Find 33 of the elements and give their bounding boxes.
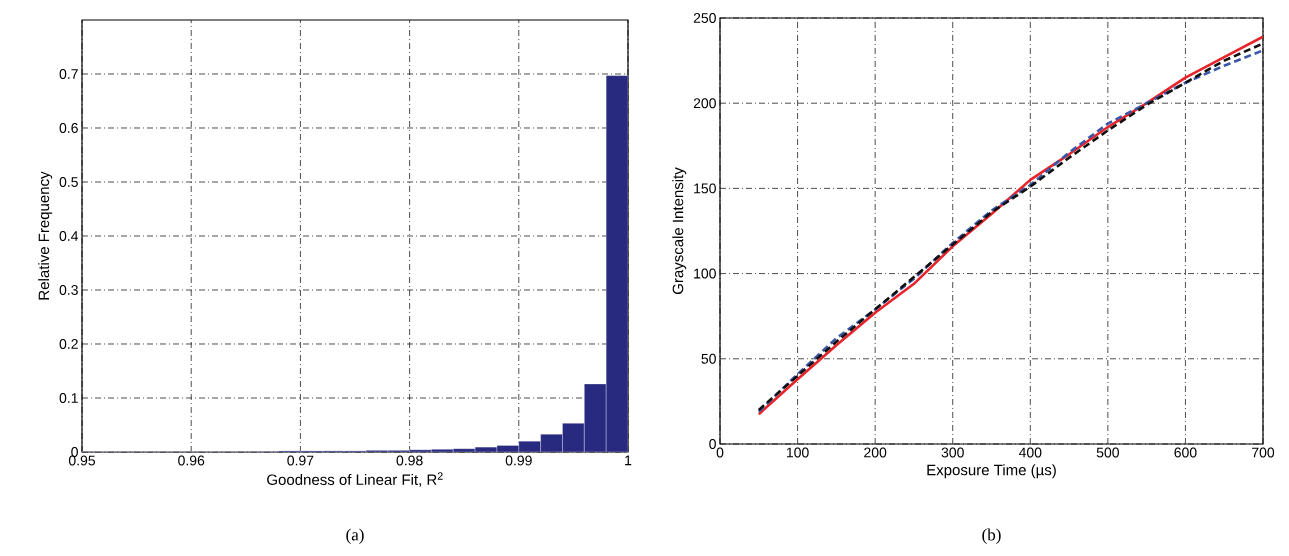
x-tick-label: 0.99 — [505, 455, 532, 466]
x-tick-label: 1 — [625, 455, 632, 466]
y-tick-label: 0 — [709, 439, 716, 449]
text: (a) — [346, 528, 364, 544]
x-tick-label: 0.98 — [396, 455, 423, 466]
x-tick-label: 0.96 — [178, 455, 205, 466]
text: (b) — [982, 528, 1001, 544]
y-tick-label: 100 — [694, 268, 716, 279]
y-tick-label: 0.2 — [59, 339, 78, 349]
y-tick-label: 0.6 — [59, 123, 78, 133]
y-tick-label: 0.1 — [59, 393, 78, 403]
x-tick-label: 600 — [1174, 447, 1197, 458]
x-tick-label: 100 — [786, 447, 809, 458]
y-tick-label: 0.5 — [59, 177, 78, 187]
y-tick-label: 250 — [693, 13, 716, 23]
x-tick-label: 0.97 — [287, 455, 314, 466]
y-tick-label: 150 — [694, 183, 716, 194]
x-tick-label: 200 — [864, 447, 887, 458]
x-axis-title: Goodness of Linear Fit, R$^{2}$ — [267, 472, 443, 487]
x-tick-label: 300 — [941, 447, 964, 458]
y-tick-label: 0.4 — [59, 231, 79, 241]
y-axis-title: Grayscale Intensity — [672, 167, 687, 295]
x-tick-label: 700 — [1252, 447, 1275, 458]
x-axis-title: Exposure Time (µs) — [927, 464, 1056, 479]
y-tick-label: 0.7 — [59, 69, 78, 79]
y-tick-label: 0.3 — [59, 285, 78, 295]
x-tick-label: 0.95 — [68, 455, 96, 466]
x-tick-label: 400 — [1018, 447, 1042, 458]
x-tick-label: 500 — [1096, 447, 1119, 458]
y-axis-title: Relative Frequency — [38, 171, 53, 300]
y-tick-label: 50 — [701, 353, 716, 364]
x-tick-label: 0 — [716, 447, 724, 458]
y-tick-label: 200 — [693, 98, 716, 109]
